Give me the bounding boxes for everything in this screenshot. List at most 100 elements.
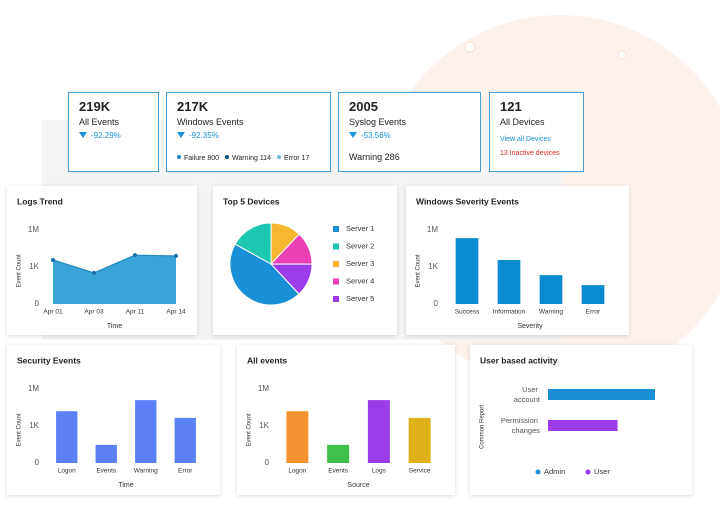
point (51, 258, 55, 262)
y-tick-label: 1M (28, 384, 39, 393)
kpi-change-text: -53.56% (361, 131, 391, 140)
breakdown-value: 114 (259, 155, 271, 162)
chart-title: Top 5 Devices (223, 196, 280, 206)
y-tick-label: Permission changes (501, 416, 540, 435)
chart-title: Windows Severity Events (416, 196, 519, 206)
kpi-change-text: -92.29% (91, 131, 121, 140)
y-tick-label: 0 (35, 458, 40, 467)
legend-dot (276, 155, 281, 159)
chart-title: Security Events (17, 355, 81, 365)
bar (327, 444, 350, 463)
chart-title: Logs Trend (17, 196, 63, 206)
pie-slice (269, 263, 313, 295)
y-tick-label: 1K (259, 421, 269, 430)
bar (497, 260, 521, 304)
point (133, 253, 137, 258)
bar (367, 400, 390, 463)
area (53, 255, 176, 304)
kpi-value: 219K (79, 99, 111, 114)
chart-title: User based activity (480, 355, 558, 365)
point (174, 253, 178, 258)
kpi-card: 219K All Events -92.29% (68, 92, 159, 172)
legend-dot (177, 155, 181, 159)
x-axis-label: Time (118, 482, 133, 489)
x-tick-label: Warning (539, 309, 563, 316)
kpi-change: -92.35% (177, 131, 320, 140)
y-axis-label: Common Report (480, 405, 486, 449)
legend-swatch (333, 243, 339, 250)
x-axis-label: Severity (517, 323, 543, 330)
kpi-label: Syslog Events (349, 117, 407, 127)
y-tick-label: 0 (265, 458, 270, 467)
kpi-alert: 13 Inactive devices (500, 150, 560, 157)
x-tick-label: Error (586, 309, 601, 316)
x-tick-label: Success (455, 309, 480, 316)
x-tick-label: Error (178, 468, 193, 475)
breakdown-value: 17 (301, 155, 310, 162)
kpi-card: 121 All Devices View all Devices 13 Inac… (489, 92, 584, 172)
y-tick-label: User account (514, 385, 541, 404)
kpi-label: Windows Events (177, 117, 244, 127)
x-axis-label: Time (107, 323, 122, 330)
x-tick-label: Apr 03 (84, 309, 104, 316)
legend-swatch (333, 226, 339, 232)
kpi-link[interactable]: View all Devices (500, 136, 551, 143)
kpi-label: All Devices (500, 117, 545, 127)
y-tick-label: 1K (29, 262, 39, 271)
x-tick-label: Logon (288, 468, 306, 475)
y-tick-label: 1M (28, 225, 39, 234)
bar (581, 285, 605, 304)
bar (455, 238, 479, 304)
y-tick-label: 1K (428, 262, 438, 271)
y-axis-label: Event Count (247, 413, 253, 446)
x-tick-label: Events (96, 468, 117, 475)
kpi-note: Warning 286 (349, 152, 400, 162)
bar (408, 417, 431, 463)
pie-slice (229, 243, 300, 306)
kpi-change: -92.29% (79, 131, 148, 140)
bar (95, 444, 117, 463)
kpi-value: 2005 (349, 99, 378, 114)
y-tick-label: 1M (427, 225, 438, 234)
legend-label: Server 3 (346, 259, 374, 268)
kpi-breakdown: Failure 800 Warning 114 Error 17 (171, 155, 309, 162)
legend-label: User (594, 467, 610, 476)
x-tick-label: Information (493, 309, 526, 316)
legend-dot (535, 469, 541, 475)
breakdown-name: Warning (232, 155, 258, 162)
legend-swatch (333, 296, 339, 302)
y-tick-label: 0 (434, 299, 439, 308)
line (52, 254, 177, 274)
breakdown-value: 800 (207, 155, 220, 162)
bar (56, 411, 78, 463)
x-tick-label: Service (409, 468, 431, 475)
legend-dot (585, 469, 591, 475)
bar (286, 411, 309, 463)
kpi-value: 121 (500, 99, 522, 114)
x-tick-label: Apr 14 (166, 309, 186, 316)
breakdown-name: Error (283, 155, 300, 162)
x-tick-label: Apr 01 (43, 309, 63, 316)
kpi-change: -53.56% (349, 131, 470, 140)
y-tick-label: 0 (35, 299, 40, 308)
point (92, 270, 96, 275)
y-tick-label: 1K (29, 421, 39, 430)
x-tick-label: Logon (58, 468, 76, 475)
legend-label: Server 4 (346, 276, 374, 285)
legend-label: Server 1 (346, 224, 374, 233)
bar (539, 275, 563, 304)
x-tick-label: Warning (134, 468, 158, 475)
kpi-change-text: -92.35% (189, 131, 219, 140)
bar (135, 400, 157, 463)
y-axis-label: Event Count (416, 254, 422, 287)
y-axis-label: Event Count (17, 413, 23, 446)
y-axis-label: Event Count (17, 254, 23, 287)
x-tick-label: Events (328, 468, 349, 475)
kpi-card: 217K Windows Events -92.35% Failure 800 W… (166, 92, 331, 172)
bar (548, 420, 618, 431)
legend-dot (225, 155, 230, 159)
chart-title: All events (247, 355, 287, 365)
legend-swatch (333, 278, 339, 285)
